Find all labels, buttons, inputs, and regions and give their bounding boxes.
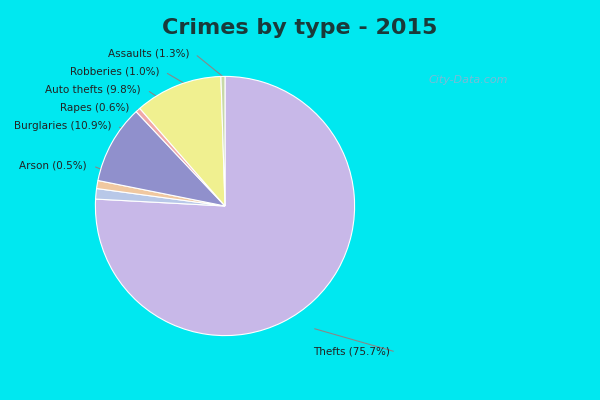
Text: Rapes (0.6%): Rapes (0.6%) (59, 103, 129, 113)
Text: City-Data.com: City-Data.com (428, 75, 508, 85)
Wedge shape (97, 180, 225, 206)
Wedge shape (98, 112, 225, 206)
Text: Thefts (75.7%): Thefts (75.7%) (313, 347, 390, 357)
Wedge shape (221, 76, 225, 206)
Wedge shape (136, 108, 225, 206)
Wedge shape (95, 76, 355, 336)
Text: Burglaries (10.9%): Burglaries (10.9%) (14, 121, 111, 131)
Text: Assaults (1.3%): Assaults (1.3%) (107, 49, 189, 59)
Text: Crimes by type - 2015: Crimes by type - 2015 (163, 18, 437, 38)
Wedge shape (140, 76, 225, 206)
Text: Arson (0.5%): Arson (0.5%) (19, 161, 87, 171)
Text: Auto thefts (9.8%): Auto thefts (9.8%) (46, 85, 141, 95)
Text: Robberies (1.0%): Robberies (1.0%) (70, 67, 159, 77)
Wedge shape (95, 188, 225, 206)
